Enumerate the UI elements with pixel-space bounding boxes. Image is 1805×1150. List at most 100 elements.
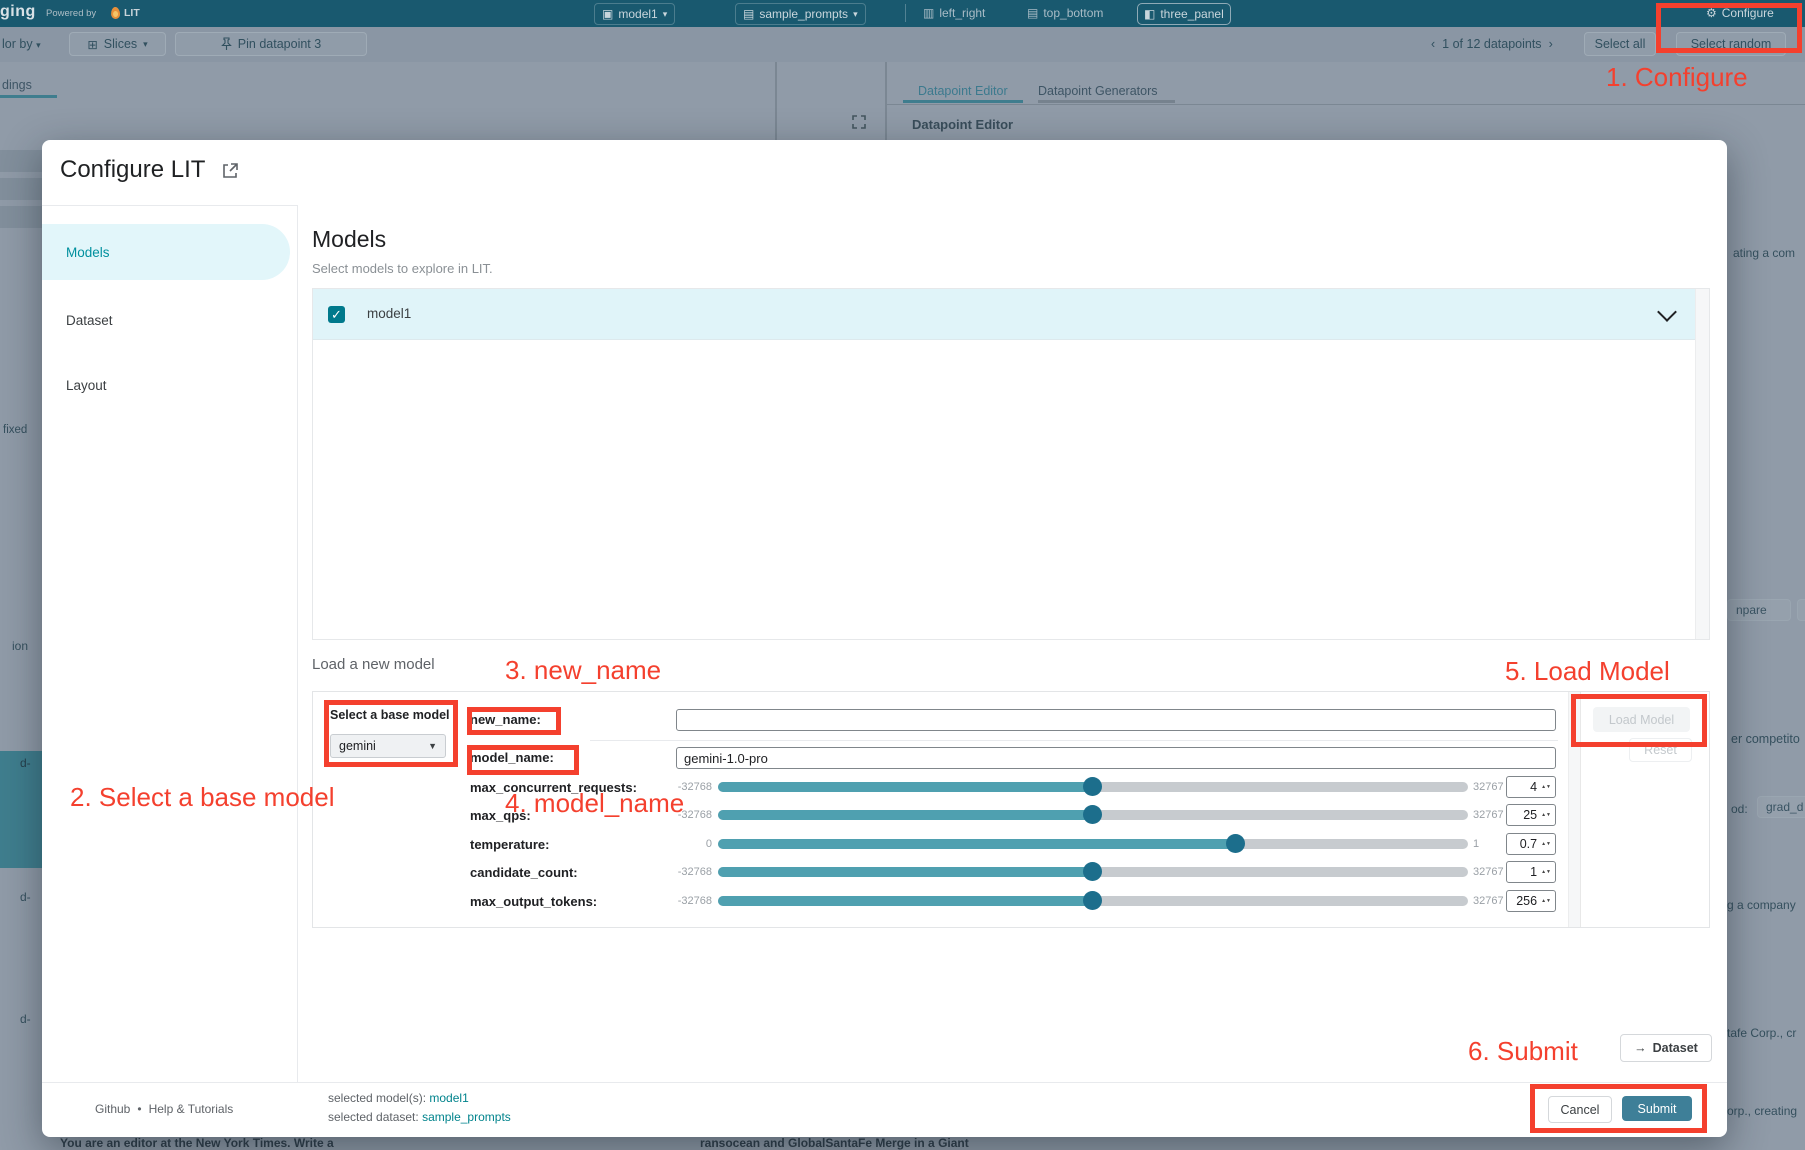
spinner-arrows-icon[interactable]: ▲▼ xyxy=(1541,784,1551,790)
slider-min: -32768 xyxy=(677,809,712,821)
model-row-model1[interactable] xyxy=(313,289,1695,339)
layout-top-bottom-label: top_bottom xyxy=(1043,6,1104,20)
slider-value-stepper[interactable]: 0.7 ▲▼ xyxy=(1506,833,1556,855)
powered-by-label: Powered by xyxy=(46,8,97,19)
slider-track[interactable] xyxy=(718,777,1468,796)
layout-button-left-right[interactable]: ▥ left_right xyxy=(917,3,991,23)
sidebar-item-dataset[interactable]: Dataset xyxy=(66,313,113,328)
base-model-select[interactable]: gemini ▼ xyxy=(330,734,446,758)
slider-max: 32767 xyxy=(1473,895,1504,907)
slider-thumb[interactable] xyxy=(1083,805,1102,824)
slider-track[interactable] xyxy=(718,805,1468,824)
slider-max: 32767 xyxy=(1473,809,1504,821)
base-model-value: gemini xyxy=(339,739,376,753)
tab-datapoint-editor[interactable]: Datapoint Editor xyxy=(918,84,1008,98)
sidebar-item-layout[interactable]: Layout xyxy=(66,378,107,393)
external-link-icon[interactable] xyxy=(222,162,239,179)
sidebar-item-models-highlight xyxy=(42,224,290,280)
selected-dataset-label: selected dataset: xyxy=(328,1110,419,1124)
slider-value-stepper[interactable]: 4 ▲▼ xyxy=(1506,776,1556,798)
help-tutorials-link[interactable]: Help & Tutorials xyxy=(148,1102,234,1116)
background-tab-fragment[interactable]: dings xyxy=(2,78,32,92)
active-tab-underline xyxy=(903,100,1023,103)
selected-dataset-value[interactable]: sample_prompts xyxy=(422,1110,511,1124)
slider-track[interactable] xyxy=(718,862,1468,881)
model1-checkbox[interactable]: ✓ xyxy=(328,306,345,323)
github-link[interactable]: Github xyxy=(95,1102,131,1116)
chevron-down-icon: ▾ xyxy=(853,8,858,19)
annotation-box-submit xyxy=(1530,1084,1707,1133)
background-fragment: od: xyxy=(1731,802,1748,816)
spinner-arrows-icon[interactable]: ▲▼ xyxy=(1541,898,1551,904)
prev-datapoint-button[interactable]: ‹ xyxy=(1431,37,1436,51)
spinner-arrows-icon[interactable]: ▲▼ xyxy=(1541,812,1551,818)
load-model-button[interactable]: Load Model xyxy=(1593,707,1690,732)
slider-track[interactable] xyxy=(718,834,1468,853)
annotation-box-model-name xyxy=(467,745,579,775)
background-panel-title: Datapoint Editor xyxy=(912,117,1014,132)
annotation-step2: 2. Select a base model xyxy=(70,782,335,812)
model-selector-chip[interactable]: ▣ model1 ▾ xyxy=(594,3,676,25)
annotation-box-load-model xyxy=(1571,694,1707,747)
model-selector-label: model1 xyxy=(618,7,658,21)
check-icon: ✓ xyxy=(331,306,342,322)
spinner-arrows-icon[interactable]: ▲▼ xyxy=(1541,869,1551,875)
inactive-tab-underline xyxy=(1038,100,1175,103)
compare-button-fragment[interactable]: npare xyxy=(1727,599,1791,621)
model-name-input[interactable] xyxy=(676,747,1556,769)
dropdown-arrow-icon: ▼ xyxy=(428,741,437,751)
slider-thumb[interactable] xyxy=(1083,891,1102,910)
slices-button[interactable]: ⊞ Slices ▾ xyxy=(69,32,166,56)
cancel-button[interactable]: Cancel xyxy=(1548,1096,1612,1123)
expand-icon[interactable] xyxy=(852,115,866,129)
model-icon: ▣ xyxy=(602,7,614,21)
slider-label: temperature: xyxy=(470,837,550,852)
annotation-step6: 6. Submit xyxy=(1468,1036,1578,1066)
dataset-selector-label: sample_prompts xyxy=(759,7,849,21)
slider-thumb[interactable] xyxy=(1083,862,1102,881)
submit-button[interactable]: Submit xyxy=(1622,1096,1692,1121)
color-by-control[interactable]: lor by ▾ xyxy=(2,37,41,51)
annotation-box-new-name xyxy=(467,707,561,735)
model-row-label: model1 xyxy=(367,306,412,321)
sidebar-item-models[interactable]: Models xyxy=(66,245,110,260)
pin-datapoint-button[interactable]: Pin datapoint 3 xyxy=(175,32,367,56)
background-button-fragment[interactable]: P xyxy=(1797,599,1805,621)
base-model-label: Select a base model xyxy=(330,708,450,722)
new-name-input[interactable] xyxy=(676,709,1556,731)
background-fragment: tafe Corp., cr xyxy=(1727,1026,1797,1040)
slider-thumb[interactable] xyxy=(1225,834,1245,853)
select-random-label: Select random xyxy=(1690,37,1772,51)
model-list-scrollbar[interactable] xyxy=(1695,289,1709,639)
load-model-label: Load Model xyxy=(1608,712,1675,727)
slider-thumb[interactable] xyxy=(1083,777,1102,796)
selected-model-value[interactable]: model1 xyxy=(429,1091,469,1105)
method-chip-fragment[interactable]: grad_d xyxy=(1757,796,1805,818)
slider-value: 256 xyxy=(1516,894,1538,908)
next-datapoint-button[interactable]: › xyxy=(1548,37,1553,51)
footer-divider xyxy=(42,1082,1727,1083)
sidebar-divider xyxy=(297,205,298,1082)
configure-button[interactable]: ⚙ Configure xyxy=(1700,3,1780,23)
dataset-nav-button[interactable]: → Dataset xyxy=(1620,1034,1712,1062)
layout-button-three-panel[interactable]: ◧ three_panel xyxy=(1137,3,1231,25)
sidebar-top-border xyxy=(42,205,297,206)
tab-datapoint-generators[interactable]: Datapoint Generators xyxy=(1038,84,1158,98)
slider-value-stepper[interactable]: 1 ▲▼ xyxy=(1506,861,1556,883)
slider-label: candidate_count: xyxy=(470,865,578,880)
layout-button-top-bottom[interactable]: ▤ top_bottom xyxy=(1021,3,1109,23)
dataset-selector-chip[interactable]: ▤ sample_prompts ▾ xyxy=(735,3,866,25)
model-list xyxy=(312,288,1710,640)
background-fragment: ransocean and GlobalSantaFe Merge in a G… xyxy=(700,1136,969,1150)
form-scrollbar[interactable] xyxy=(1568,692,1581,927)
layout-three-panel-label: three_panel xyxy=(1160,7,1224,21)
section-subheading: Select models to explore in LIT. xyxy=(312,261,493,276)
layout-grid-icon: ◧ xyxy=(1144,7,1156,21)
slider-value-stepper[interactable]: 25 ▲▼ xyxy=(1506,804,1556,826)
spinner-arrows-icon[interactable]: ▲▼ xyxy=(1541,841,1551,847)
slider-value-stepper[interactable]: 256 ▲▼ xyxy=(1506,890,1556,912)
slider-track[interactable] xyxy=(718,891,1468,910)
select-all-button[interactable]: Select all xyxy=(1584,32,1656,56)
selected-table-row[interactable] xyxy=(0,751,42,868)
background-row xyxy=(0,206,42,228)
